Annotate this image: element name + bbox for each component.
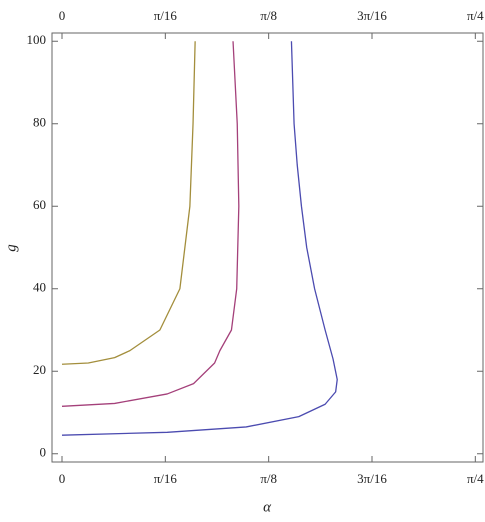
curve: [61, 41, 240, 407]
y-tick-label: 20: [33, 362, 46, 377]
x-tick-label-top: π/4: [467, 8, 484, 23]
frame: [51, 32, 484, 463]
y-tick-label: 0: [40, 445, 47, 460]
x-tick-label: π/4: [467, 471, 484, 486]
x-tick-label-top: 0: [59, 8, 66, 23]
x-axis-label: α: [263, 499, 272, 515]
y-tick-label: 40: [33, 280, 46, 295]
curve: [61, 41, 196, 365]
y-tick-label: 60: [33, 197, 46, 212]
y-tick-label: 80: [33, 115, 46, 130]
x-tick-label-top: 3π/16: [357, 8, 387, 23]
x-tick-label: π/16: [154, 471, 178, 486]
x-tick-label-top: π/16: [154, 8, 178, 23]
curve: [61, 41, 338, 436]
x-tick-label-top: π/8: [260, 8, 277, 23]
y-axis-label: g: [3, 244, 19, 252]
x-tick-label: π/8: [260, 471, 277, 486]
x-tick-label: 0: [59, 471, 66, 486]
y-tick-label: 100: [27, 32, 47, 47]
x-tick-label: 3π/16: [357, 471, 387, 486]
